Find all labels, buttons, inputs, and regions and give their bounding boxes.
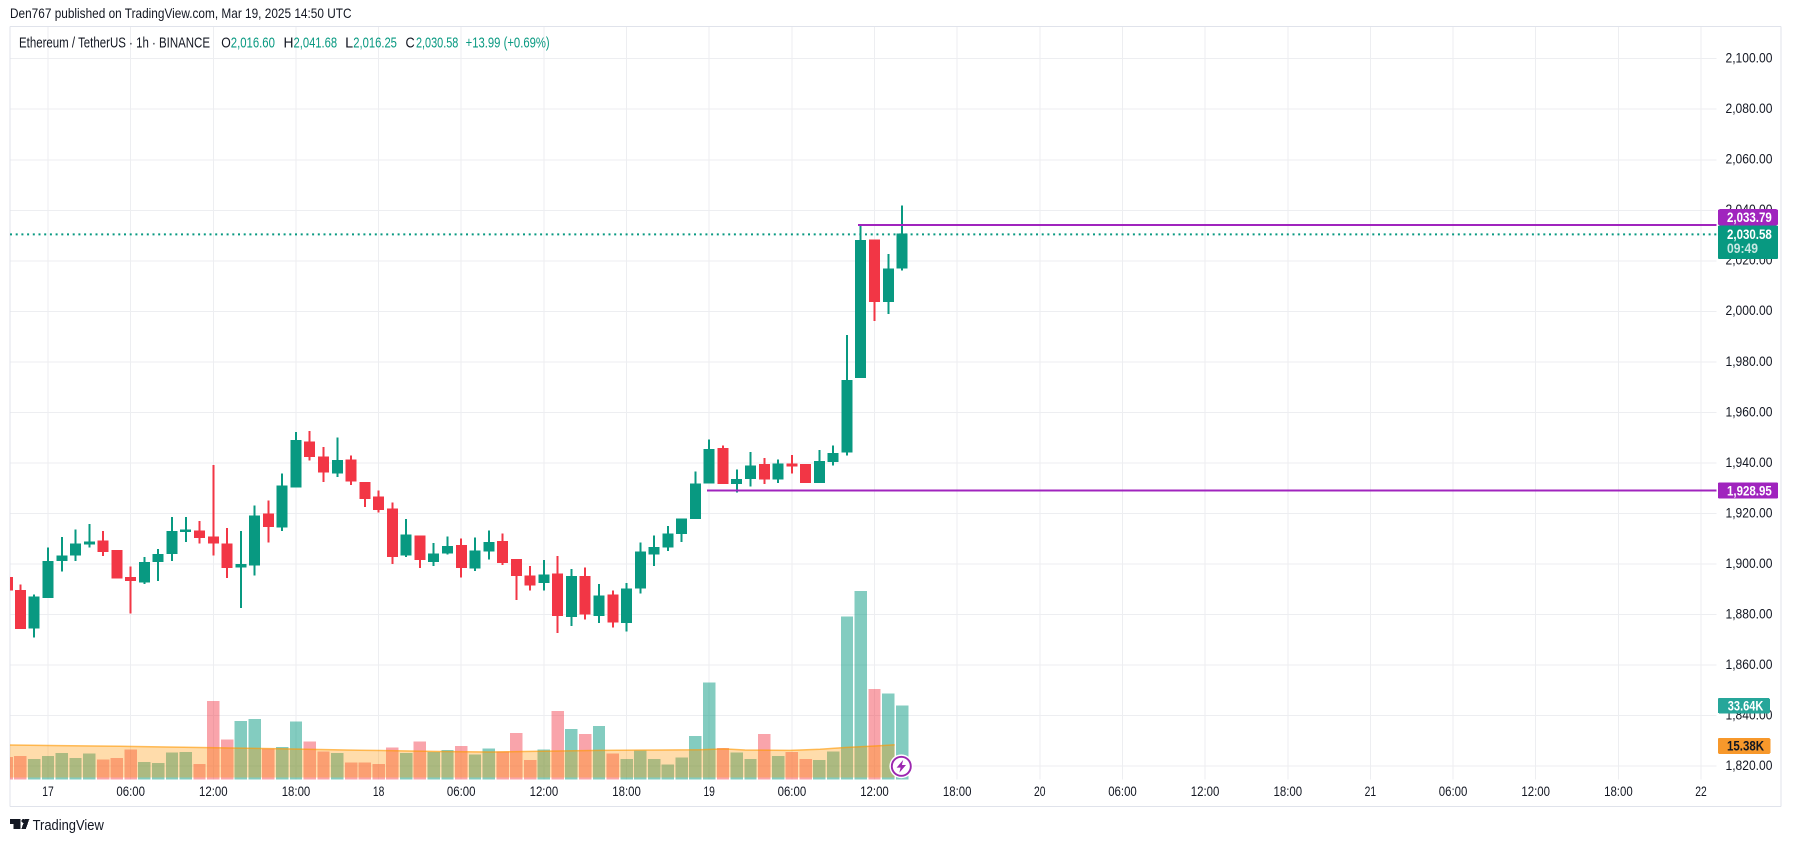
svg-text:L: L — [345, 35, 353, 52]
svg-text:19: 19 — [703, 784, 715, 799]
svg-text:18:00: 18:00 — [1274, 784, 1303, 799]
svg-text:1,920.00: 1,920.00 — [1726, 504, 1773, 520]
svg-text:1,940.00: 1,940.00 — [1726, 454, 1773, 470]
svg-text:18: 18 — [373, 784, 385, 799]
svg-text:33.64K: 33.64K — [1728, 698, 1764, 713]
svg-text:12:00: 12:00 — [530, 784, 559, 799]
svg-text:1,900.00: 1,900.00 — [1726, 555, 1773, 571]
svg-text:09:49: 09:49 — [1727, 241, 1758, 256]
svg-text:18:00: 18:00 — [1604, 784, 1633, 799]
svg-text:2,030.58: 2,030.58 — [416, 35, 458, 52]
svg-text:2,080.00: 2,080.00 — [1726, 100, 1773, 116]
svg-text:Ethereum / TetherUS · 1h · BIN: Ethereum / TetherUS · 1h · BINANCE — [19, 35, 210, 52]
svg-text:1,860.00: 1,860.00 — [1726, 656, 1773, 672]
svg-text:12:00: 12:00 — [860, 784, 889, 799]
svg-text:1,980.00: 1,980.00 — [1726, 353, 1773, 369]
svg-text:1,880.00: 1,880.00 — [1726, 605, 1773, 621]
svg-text:H: H — [284, 35, 294, 52]
svg-text:2,016.60: 2,016.60 — [231, 35, 275, 52]
svg-text:1,928.95: 1,928.95 — [1727, 483, 1772, 498]
svg-text:06:00: 06:00 — [1439, 784, 1468, 799]
svg-text:18:00: 18:00 — [612, 784, 641, 799]
svg-text:18:00: 18:00 — [282, 784, 311, 799]
svg-text:Den767 published on TradingVie: Den767 published on TradingView.com, Mar… — [10, 5, 352, 21]
svg-text:2,041.68: 2,041.68 — [294, 35, 338, 52]
svg-text:2,030.58: 2,030.58 — [1727, 227, 1772, 242]
svg-text:TradingView: TradingView — [33, 817, 104, 834]
svg-text:18:00: 18:00 — [943, 784, 972, 799]
svg-text:06:00: 06:00 — [116, 784, 145, 799]
svg-text:1,820.00: 1,820.00 — [1726, 757, 1773, 773]
svg-text:12:00: 12:00 — [199, 784, 228, 799]
svg-text:15.38K: 15.38K — [1727, 739, 1764, 754]
svg-text:1,960.00: 1,960.00 — [1726, 403, 1773, 419]
svg-text:C: C — [406, 35, 415, 52]
svg-text:2,060.00: 2,060.00 — [1726, 151, 1773, 167]
svg-text:22: 22 — [1695, 784, 1707, 799]
svg-text:06:00: 06:00 — [778, 784, 807, 799]
svg-text:2,033.79: 2,033.79 — [1727, 210, 1772, 225]
svg-text:06:00: 06:00 — [1108, 784, 1137, 799]
svg-text:O: O — [221, 35, 231, 52]
svg-text:12:00: 12:00 — [1191, 784, 1220, 799]
svg-text:20: 20 — [1034, 784, 1046, 799]
svg-text:12:00: 12:00 — [1521, 784, 1550, 799]
svg-text:+13.99 (+0.69%): +13.99 (+0.69%) — [466, 35, 550, 52]
svg-text:06:00: 06:00 — [447, 784, 476, 799]
svg-text:2,000.00: 2,000.00 — [1726, 302, 1773, 318]
svg-text:2,016.25: 2,016.25 — [353, 35, 397, 52]
svg-text:17: 17 — [42, 784, 54, 799]
svg-text:21: 21 — [1365, 784, 1377, 799]
svg-text:2,100.00: 2,100.00 — [1726, 50, 1773, 66]
